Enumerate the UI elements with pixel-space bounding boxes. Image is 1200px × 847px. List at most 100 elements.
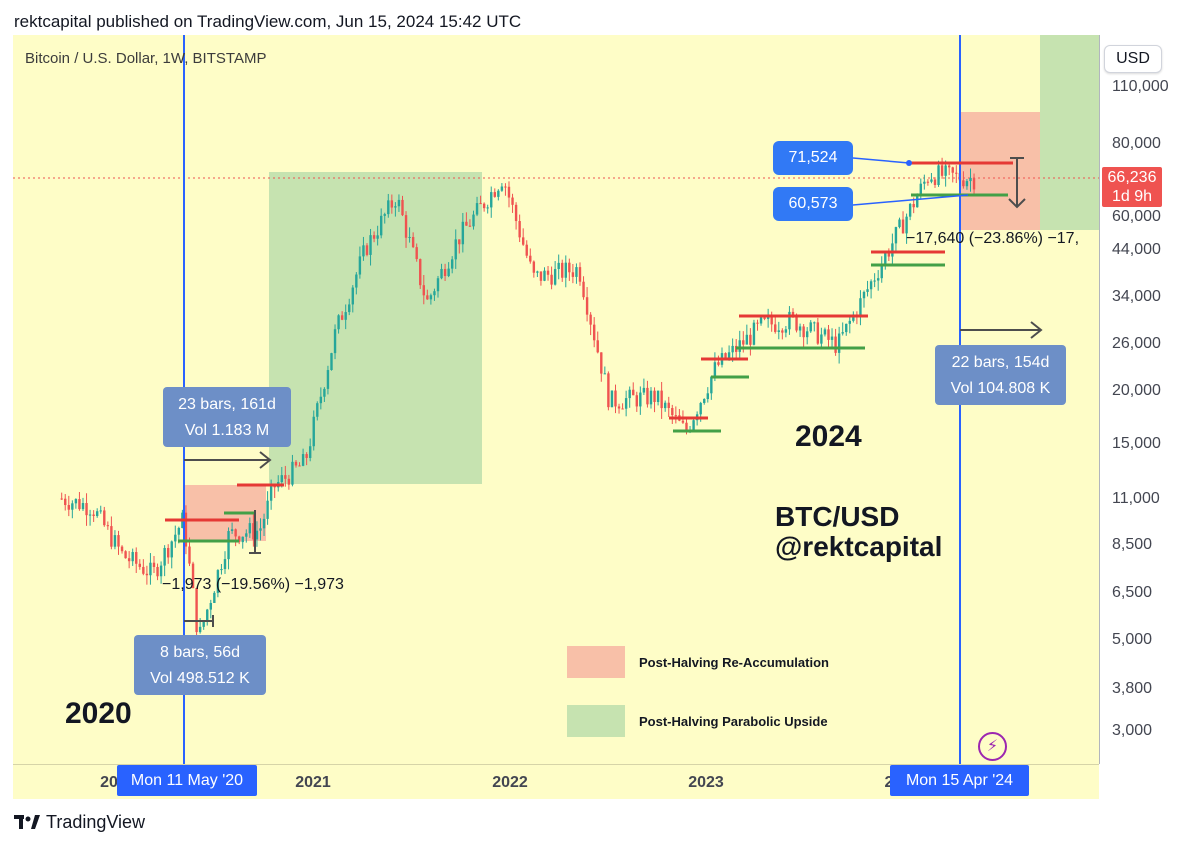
candle-body	[482, 203, 486, 209]
candle-body	[142, 566, 145, 574]
candle-body	[937, 165, 940, 185]
price-axis[interactable]: USD 110,000 80,000 60,000 44,000 34,000 …	[1099, 35, 1200, 764]
candle-body	[99, 510, 102, 512]
candle-body	[699, 402, 702, 415]
candle-body	[770, 317, 773, 325]
candle-body	[756, 322, 759, 324]
candle-body	[358, 256, 362, 275]
candle-body	[972, 177, 976, 190]
callout-low-connector	[852, 194, 969, 206]
candle-body	[138, 563, 141, 567]
author-watermark: BTC/USD @rektcapital	[775, 502, 942, 562]
candle-body	[777, 330, 780, 332]
candle-body	[781, 330, 784, 333]
candle-body	[632, 389, 635, 396]
candle-body	[504, 186, 507, 188]
candle-body	[326, 370, 330, 389]
candle-body	[486, 207, 489, 209]
candle-body	[340, 315, 344, 320]
price-chart[interactable]	[13, 35, 1099, 764]
measure-box-2020b[interactable]: 8 bars, 56d Vol 498.512 K	[134, 635, 266, 695]
candle-series	[60, 157, 976, 638]
candle-body	[188, 546, 191, 564]
candle-body	[585, 297, 589, 315]
candle-body	[798, 326, 802, 331]
candle-body	[383, 214, 386, 216]
callout-high[interactable]: 71,524	[773, 141, 853, 175]
callout-low[interactable]: 60,573	[773, 187, 853, 221]
candle-body	[156, 566, 159, 577]
candle-body	[422, 285, 425, 296]
candle-body	[458, 239, 461, 245]
candle-body	[514, 204, 518, 222]
candle-body	[543, 270, 546, 281]
candle-body	[369, 235, 372, 255]
watermark-line2: @rektcapital	[775, 531, 943, 562]
candle-body	[166, 547, 170, 558]
candle-body	[376, 235, 379, 239]
tradingview-logo-icon	[14, 814, 40, 829]
candle-body	[738, 340, 741, 352]
candle-body	[802, 326, 805, 338]
candle-body	[110, 526, 113, 547]
candle-body	[916, 196, 919, 208]
candle-body	[259, 528, 262, 531]
tradingview-brand: TradingView	[46, 812, 146, 832]
candle-body	[163, 547, 166, 566]
candle-body	[862, 291, 866, 299]
tradingview-footer[interactable]: TradingView	[14, 812, 145, 833]
candle-body	[145, 573, 149, 576]
candle-body	[85, 503, 88, 516]
candle-body	[546, 270, 550, 275]
candle-body	[955, 172, 958, 174]
candle-body	[255, 530, 259, 540]
flash-icon[interactable]: ⚡	[978, 732, 1007, 761]
candle-body	[74, 499, 78, 504]
candle-body	[610, 390, 614, 408]
candle-body	[894, 227, 898, 244]
time-axis[interactable]: 20 2021 2022 2023 2 Mon 11 May '20 Mon 1…	[13, 764, 1099, 799]
chart-frame[interactable]: Bitcoin / U.S. Dollar, 1W, BITSTAMP 71,5…	[13, 35, 1099, 764]
candle-body	[67, 505, 70, 510]
candle-body	[596, 340, 599, 353]
year-label-2024: 2024	[795, 420, 862, 453]
candle-body	[252, 523, 255, 540]
candle-body	[248, 523, 252, 534]
candle-body	[436, 278, 440, 292]
candle-body	[962, 180, 965, 187]
candle-body	[308, 446, 312, 458]
candle-body	[447, 268, 450, 277]
candle-body	[848, 320, 851, 324]
candle-body	[433, 291, 436, 296]
candle-body	[95, 511, 99, 516]
candle-body	[809, 322, 812, 332]
candle-body	[379, 215, 383, 236]
measure-bars-2020: 23 bars, 161d	[178, 396, 276, 413]
price-tick: 26,000	[1112, 335, 1161, 352]
candle-body	[731, 345, 734, 353]
candle-body	[241, 536, 244, 543]
candle-body	[930, 179, 933, 182]
candle-body	[170, 541, 173, 558]
candle-body	[681, 420, 685, 423]
measure-arrow-2020	[184, 451, 272, 469]
candle-body	[209, 602, 212, 610]
candle-body	[234, 529, 237, 537]
candle-body	[490, 192, 493, 208]
candle-body	[60, 498, 63, 500]
time-tick-2022: 2022	[492, 774, 528, 791]
measure-arrow-2024	[960, 321, 1043, 339]
candle-body	[230, 529, 234, 532]
candle-body	[713, 362, 717, 377]
currency-button[interactable]: USD	[1104, 45, 1162, 73]
candle-body	[351, 287, 354, 305]
candle-body	[103, 510, 106, 526]
candle-body	[195, 588, 198, 633]
measure-box-2020[interactable]: 23 bars, 161d Vol 1.183 M	[163, 387, 291, 447]
candle-body	[791, 311, 795, 315]
candle-body	[532, 261, 536, 273]
candle-body	[294, 461, 298, 466]
candle-body	[912, 203, 915, 208]
measure-box-2024[interactable]: 22 bars, 154d Vol 104.808 K	[935, 345, 1066, 405]
candle-body	[621, 408, 624, 410]
